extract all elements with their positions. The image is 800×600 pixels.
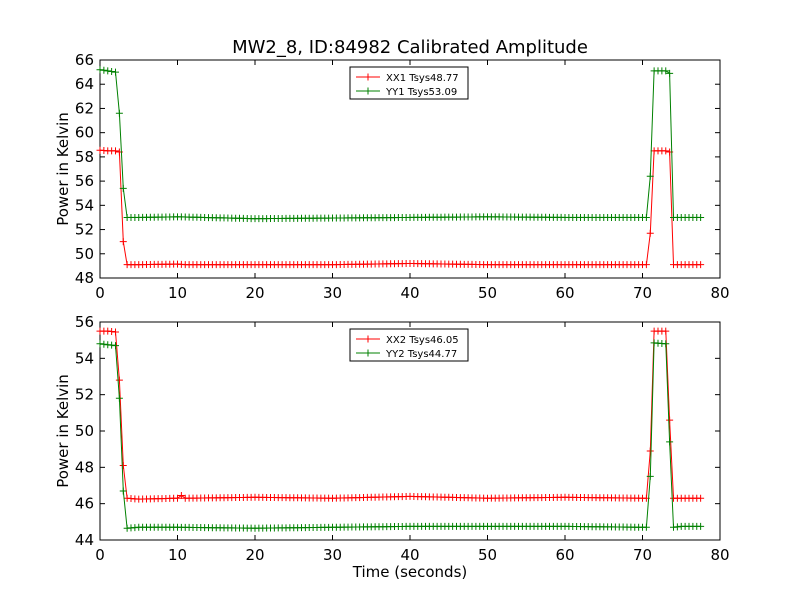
y-tick-label: 58 [75, 148, 94, 166]
y-tick-label: 56 [75, 313, 94, 331]
top-axes: 0 10 20 30 40 50 60 70 80 48 50 52 54 56 58 60 62 64 66 Pow… [54, 51, 730, 302]
data-point-marker [119, 487, 127, 495]
data-point-marker [96, 66, 104, 74]
data-point-marker [112, 328, 119, 336]
x-tick-label: 50 [478, 284, 497, 302]
x-tick-label: 50 [478, 546, 497, 564]
y-tick-label: 64 [75, 75, 94, 93]
data-point-marker [115, 394, 123, 402]
legend-box [349, 328, 469, 362]
data-point-marker [119, 462, 127, 470]
series-1 [96, 146, 705, 269]
x-tick-label: 80 [710, 284, 729, 302]
y-tick-label: 56 [75, 172, 94, 190]
data-point-marker [115, 109, 123, 117]
data-point-marker [112, 147, 119, 155]
data-point-marker [697, 261, 705, 269]
legend-marker [364, 349, 372, 357]
y-tick-label: 62 [75, 99, 94, 117]
legend-marker [364, 87, 372, 95]
data-point-marker [119, 238, 127, 246]
data-point-marker [666, 438, 674, 446]
legend: XX2 Tsys46.05 YY2 Tsys44.77 [349, 328, 469, 362]
x-tick-label: 20 [245, 284, 264, 302]
x-tick-label: 0 [95, 284, 105, 302]
legend: XX1 Tsys48.77 YY1 Tsys53.09 [349, 66, 469, 100]
series-2 [96, 66, 705, 223]
y-tick-label: 50 [75, 245, 94, 263]
legend-label: YY2 Tsys44.77 [385, 349, 457, 360]
data-point-marker [697, 522, 705, 530]
x-tick-label: 40 [400, 546, 419, 564]
series-2 [96, 339, 705, 532]
data-point-marker [119, 184, 127, 192]
data-point-marker [642, 523, 650, 531]
x-tick-label: 40 [400, 284, 419, 302]
data-point-marker [666, 69, 674, 77]
x-tick-label: 30 [323, 284, 342, 302]
data-point-marker [642, 213, 650, 221]
data-point-marker [646, 472, 654, 480]
bottom-axes: 0 10 20 30 40 50 60 70 80 44 46 48 50 52 54 56 Power in … [54, 313, 730, 581]
data-point-marker [104, 67, 112, 75]
x-tick-label: 80 [710, 546, 729, 564]
legend-marker [364, 73, 372, 81]
legend-marker [364, 335, 372, 343]
data-point-marker [662, 327, 670, 335]
x-tick-label: 60 [555, 546, 574, 564]
data-point-marker [646, 172, 654, 180]
y-tick-label: 46 [75, 495, 94, 513]
x-tick-label: 70 [633, 284, 652, 302]
data-point-marker [662, 147, 670, 155]
y-tick-label: 60 [75, 124, 94, 142]
y-tick-label: 54 [75, 196, 94, 214]
x-tick-label: 10 [168, 284, 187, 302]
legend-label: YY1 Tsys53.09 [385, 87, 457, 98]
data-point-marker [115, 376, 123, 384]
x-tick-label: 0 [95, 546, 105, 564]
y-tick-label: 48 [75, 458, 94, 476]
data-point-marker [662, 67, 670, 75]
legend-box [349, 66, 469, 100]
data-point-marker [642, 261, 650, 269]
x-tick-label: 70 [633, 546, 652, 564]
data-point-marker [646, 229, 654, 237]
data-point-marker [174, 494, 181, 502]
data-point-marker [697, 213, 705, 221]
data-point-marker [646, 447, 654, 455]
y-tick-label: 54 [75, 349, 94, 367]
y-tick-label: 48 [75, 269, 94, 287]
data-point-marker [112, 68, 119, 76]
data-point-marker [666, 416, 674, 424]
x-tick-label: 30 [323, 546, 342, 564]
x-tick-label: 10 [168, 546, 187, 564]
y-tick-label: 44 [75, 531, 94, 549]
data-point-marker [662, 340, 670, 348]
x-tick-label: 20 [245, 546, 264, 564]
data-point-marker [177, 491, 185, 499]
data-point-marker [108, 68, 116, 76]
x-axis-label: Time (seconds) [352, 563, 468, 581]
data-point-marker [100, 66, 108, 74]
y-axis-label: Power in Kelvin [54, 112, 72, 226]
y-tick-label: 66 [75, 51, 94, 69]
data-point-marker [112, 342, 119, 350]
y-tick-label: 52 [75, 386, 94, 404]
legend-label: XX2 Tsys46.05 [386, 335, 459, 346]
y-axis-label: Power in Kelvin [54, 374, 72, 488]
x-tick-label: 60 [555, 284, 574, 302]
legend-label: XX1 Tsys48.77 [386, 73, 459, 84]
series-1 [96, 327, 705, 503]
chart-title: MW2_8, ID:84982 Calibrated Amplitude [232, 37, 588, 58]
data-point-marker [697, 494, 705, 502]
y-tick-label: 52 [75, 221, 94, 239]
y-tick-label: 50 [75, 422, 94, 440]
